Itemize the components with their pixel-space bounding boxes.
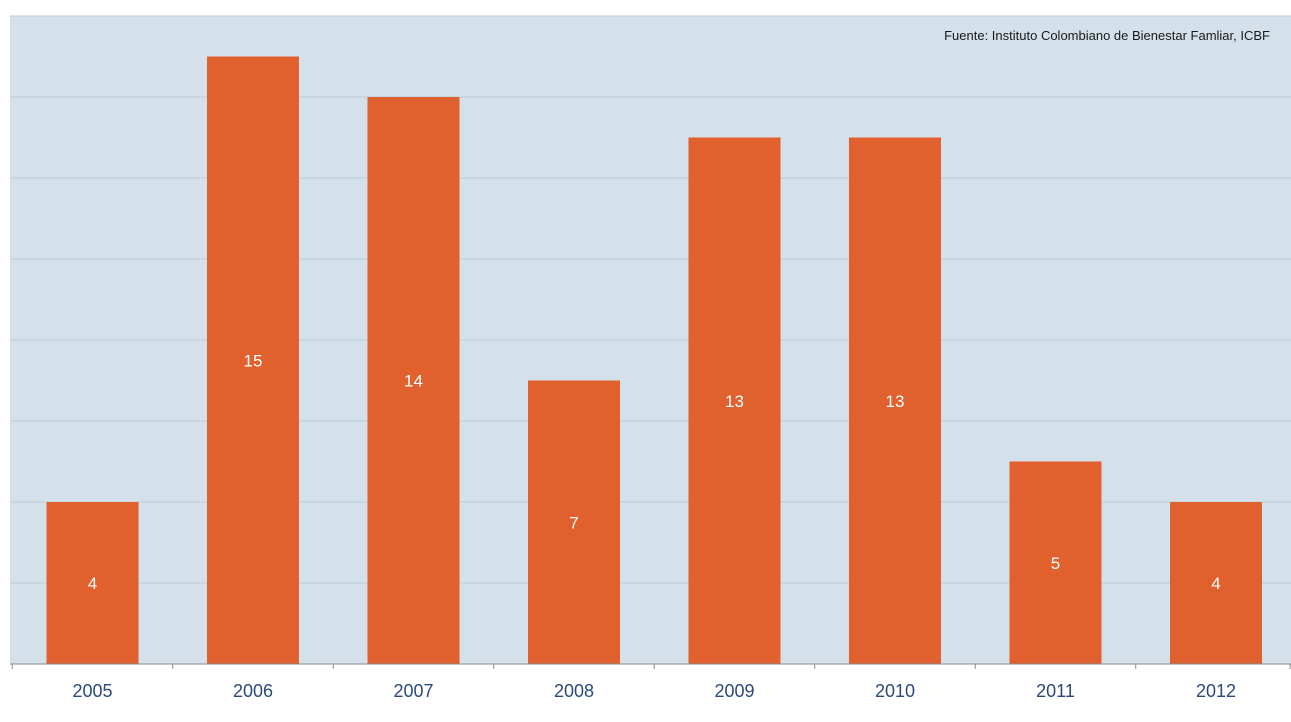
bar <box>688 137 781 664</box>
x-tick-label: 2005 <box>72 681 112 701</box>
bar <box>367 97 460 664</box>
bar-value-label: 14 <box>404 372 423 391</box>
source-note: Fuente: Instituto Colombiano de Bienesta… <box>944 28 1270 43</box>
x-axis-ticks <box>11 664 1291 669</box>
bar-value-label: 15 <box>244 351 263 370</box>
x-tick-label: 2012 <box>1196 681 1236 701</box>
bar-value-label: 7 <box>569 513 578 532</box>
bar <box>207 56 299 664</box>
x-tick-label: 2009 <box>714 681 754 701</box>
x-tick-label: 2010 <box>875 681 915 701</box>
x-tick-label: 2011 <box>1036 681 1075 701</box>
x-tick-label: 2006 <box>233 681 273 701</box>
bar-value-label: 5 <box>1051 554 1060 573</box>
bar-value-label: 13 <box>886 392 905 411</box>
bar <box>1170 502 1262 664</box>
bar <box>1009 461 1102 664</box>
bar-value-label: 4 <box>88 574 97 593</box>
bar <box>46 502 139 664</box>
x-tick-label: 2007 <box>393 681 433 701</box>
x-tick-label: 2008 <box>554 681 594 701</box>
bar <box>849 137 941 664</box>
bar-labels: 4 15 14 7 13 13 5 4 <box>88 351 1221 593</box>
bar <box>528 380 620 664</box>
bar-value-label: 4 <box>1211 574 1220 593</box>
bars <box>46 56 1262 664</box>
x-axis-labels: 2005 2006 2007 2008 2009 2010 2011 2012 <box>72 681 1236 701</box>
bar-value-label: 13 <box>725 392 744 411</box>
